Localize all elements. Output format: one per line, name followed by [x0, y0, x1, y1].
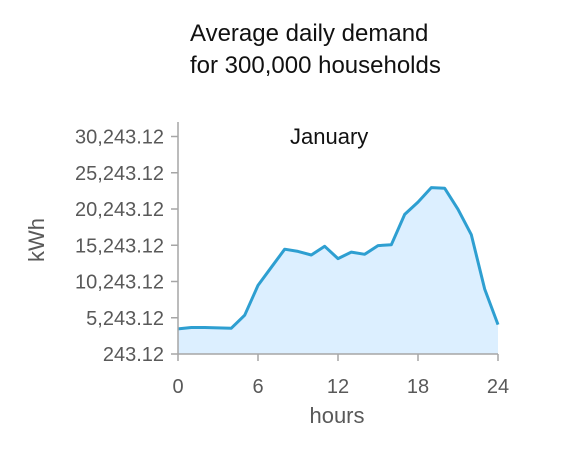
month-annotation: January — [290, 124, 368, 149]
x-tick-label: 24 — [487, 376, 509, 398]
y-tick-label: 20,243.12 — [75, 199, 164, 221]
chart-title: Average daily demand for 300,000 househo… — [190, 18, 441, 82]
plot-area: 243.12 5,243.12 10,243.12 15,243.12 20,243.1… — [75, 122, 509, 398]
x-tick-label: 6 — [252, 376, 263, 398]
y-tick-label: 10,243.12 — [75, 272, 164, 294]
x-tick-label: 12 — [327, 376, 349, 398]
x-tick-label: 18 — [407, 376, 429, 398]
y-tick-label: 30,243.12 — [75, 127, 164, 149]
area-fill — [178, 187, 498, 354]
y-tick-label: 25,243.12 — [75, 163, 164, 185]
y-tick-label: 5,243.12 — [86, 308, 164, 330]
y-axis-title: kWh — [24, 218, 49, 262]
chart-title-line-1: Average daily demand — [190, 20, 429, 47]
series-line — [177, 186, 500, 331]
y-tick-label: 243.12 — [103, 344, 164, 366]
y-tick-label: 15,243.12 — [75, 235, 164, 257]
chart-title-line-2: for 300,000 households — [190, 52, 441, 79]
x-axis-title: hours — [309, 403, 364, 428]
x-tick-label: 0 — [172, 376, 183, 398]
